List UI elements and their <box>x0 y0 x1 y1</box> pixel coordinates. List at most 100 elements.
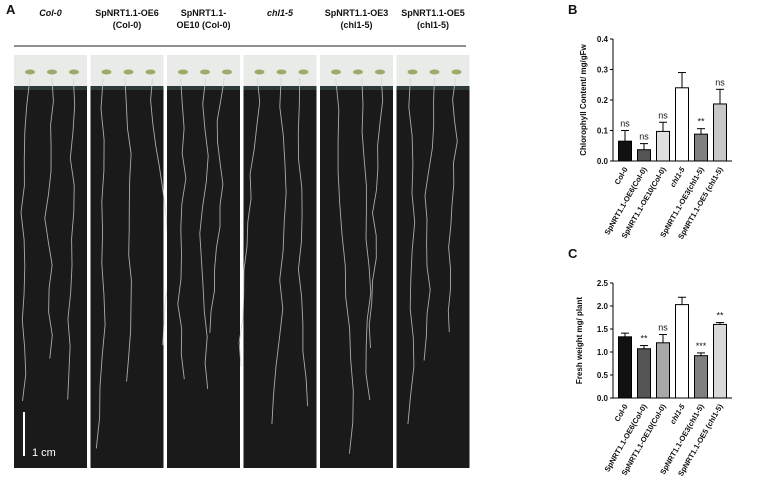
y-tick-label: 2.0 <box>597 302 609 311</box>
seedling-leaf <box>178 69 188 75</box>
root <box>297 77 309 407</box>
bar <box>675 304 689 399</box>
y-tick-label: 2.5 <box>597 279 609 288</box>
plate-edge <box>396 86 470 90</box>
seedling-leaf <box>276 69 287 75</box>
bar <box>637 149 651 162</box>
bar <box>694 133 708 162</box>
bar <box>675 87 689 162</box>
root <box>209 77 225 333</box>
bar <box>694 355 708 399</box>
significance-label: ** <box>640 334 648 344</box>
seedling-leaf <box>101 69 112 75</box>
root <box>150 77 170 346</box>
bar <box>618 336 632 399</box>
root <box>44 77 54 359</box>
column-label: (chl1-5) <box>417 20 449 30</box>
plate-edge <box>243 86 317 90</box>
root <box>199 77 209 390</box>
seedling-leaf <box>222 69 232 75</box>
significance-label: *** <box>696 341 707 351</box>
bar <box>713 323 727 399</box>
panel-label: A <box>6 2 16 17</box>
root <box>407 77 416 425</box>
seedling-leaf <box>375 69 385 75</box>
root <box>67 77 76 400</box>
seedling-leaf <box>429 69 440 75</box>
seedling-leaf <box>200 69 210 75</box>
seedling-leaf <box>25 69 35 75</box>
photo-background <box>167 55 240 468</box>
column-label: OE10 (Col-0) <box>176 20 230 30</box>
bar <box>637 348 651 399</box>
significance-label: ** <box>697 117 705 127</box>
root <box>238 77 261 367</box>
scale-bar-label: 1 cm <box>32 447 56 459</box>
y-tick-label: 1.5 <box>597 325 609 334</box>
y-tick-label: 0.4 <box>597 35 609 44</box>
photo-background <box>243 55 317 468</box>
y-tick-label: 0.2 <box>597 96 609 105</box>
seedling-leaf <box>254 69 265 75</box>
seedling-leaf <box>69 69 79 75</box>
root <box>335 77 354 454</box>
column-label: SpNRT1.1- <box>181 8 227 18</box>
x-tick-label: chl1-5 <box>668 165 687 189</box>
plate-edge <box>14 86 87 90</box>
panel-label: C <box>568 246 578 261</box>
significance-label: ns <box>658 110 668 120</box>
significance-label: ns <box>715 77 725 87</box>
seedling-leaf <box>331 69 341 75</box>
plate-edge <box>167 86 240 90</box>
plate-edge <box>320 86 393 90</box>
seedling-leaf <box>451 69 462 75</box>
y-tick-label: 0.1 <box>597 127 609 136</box>
photo-background <box>396 55 470 468</box>
bar <box>713 103 727 162</box>
y-axis-title: Chlorophyll Content/ mg/gFw <box>579 43 588 155</box>
y-tick-label: 1.0 <box>597 348 609 357</box>
root <box>95 77 106 449</box>
y-tick-label: 0.0 <box>597 394 609 403</box>
column-label: Col-0 <box>39 8 62 18</box>
seedling-leaf <box>47 69 57 75</box>
bar <box>656 130 670 162</box>
y-tick-label: 0.0 <box>597 157 609 166</box>
significance-label: ns <box>620 119 630 129</box>
panel-label: B <box>568 2 577 17</box>
x-tick-label: Col-0 <box>613 403 630 424</box>
column-label: SpNRT1.1-OE6 <box>95 8 159 18</box>
column-label: (chl1-5) <box>340 20 372 30</box>
root <box>124 77 132 382</box>
significance-label: ** <box>716 311 724 321</box>
seedling-leaf <box>407 69 418 75</box>
seedling-leaf <box>123 69 134 75</box>
y-tick-label: 0.3 <box>597 66 609 75</box>
photo-background <box>320 55 393 468</box>
root <box>368 77 384 349</box>
column-label: chl1-5 <box>267 8 294 18</box>
column-label: (Col-0) <box>113 20 142 30</box>
bar <box>656 342 670 399</box>
root <box>271 77 287 425</box>
bar <box>618 140 632 162</box>
x-tick-label: chl1-5 <box>668 402 687 426</box>
significance-label: ns <box>639 132 649 142</box>
photo-panel <box>14 55 470 468</box>
y-tick-label: 0.5 <box>597 371 609 380</box>
seedling-leaf <box>353 69 363 75</box>
root <box>20 77 31 401</box>
root <box>447 77 458 333</box>
root <box>423 77 435 361</box>
root <box>177 77 187 380</box>
significance-label: ns <box>658 323 668 333</box>
column-label: SpNRT1.1-OE5 <box>401 8 465 18</box>
column-label: SpNRT1.1-OE3 <box>325 8 389 18</box>
x-tick-label: Col-0 <box>613 166 630 187</box>
seedling-leaf <box>145 69 156 75</box>
root <box>361 77 372 401</box>
seedling-leaf <box>298 69 309 75</box>
y-axis-title: Fresh weight mg/ plant <box>575 297 584 384</box>
